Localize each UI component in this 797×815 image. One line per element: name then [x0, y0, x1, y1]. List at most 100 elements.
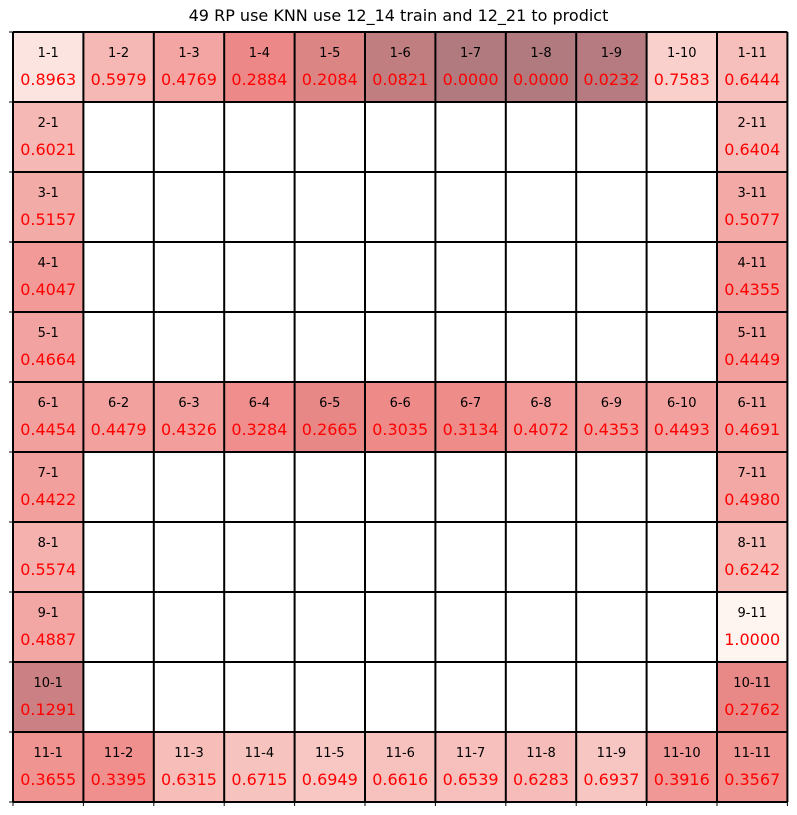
cell-label-1-10: 1-10: [667, 46, 697, 61]
cell-label-7-1: 7-1: [38, 466, 59, 481]
cell-value-6-11: 0.4691: [724, 420, 780, 439]
heatmap-cell-6-3: [153, 382, 225, 452]
heatmap-cell-7-11: [717, 452, 788, 522]
cell-label-1-8: 1-8: [530, 46, 551, 61]
cell-label-6-3: 6-3: [178, 396, 199, 411]
cell-value-7-11: 0.4980: [724, 490, 780, 509]
heatmap-cell-10-1: [13, 662, 84, 732]
cell-value-1-11: 0.6444: [724, 70, 780, 89]
cell-label-11-3: 11-3: [174, 746, 204, 761]
heatmap-cell-6-1: [13, 382, 84, 452]
cell-value-1-1: 0.8963: [20, 70, 76, 89]
chart-title: 49 RP use KNN use 12_14 train and 12_21 …: [188, 6, 609, 25]
cell-label-1-11: 1-11: [737, 46, 767, 61]
heatmap-cell-11-9: [576, 732, 647, 802]
cell-label-6-10: 6-10: [667, 396, 697, 411]
heatmap-cell-2-1: [13, 102, 84, 172]
cell-label-1-6: 1-6: [390, 46, 411, 61]
cell-label-1-4: 1-4: [249, 46, 270, 61]
cell-label-3-1: 3-1: [38, 186, 59, 201]
heatmap-cell-1-2: [83, 32, 154, 102]
cell-value-5-1: 0.4664: [20, 350, 76, 369]
cell-label-11-9: 11-9: [597, 746, 627, 761]
cell-value-9-1: 0.4887: [20, 630, 76, 649]
cell-label-11-4: 11-4: [245, 746, 275, 761]
cell-label-1-5: 1-5: [319, 46, 340, 61]
cell-label-11-10: 11-10: [663, 746, 701, 761]
heatmap-cell-6-10: [646, 382, 717, 452]
cell-label-1-1: 1-1: [38, 46, 59, 61]
heatmap-cell-6-11: [717, 382, 788, 452]
cell-label-1-9: 1-9: [601, 46, 622, 61]
heatmap-cell-8-11: [717, 522, 788, 592]
heatmap-cell-4-1: [13, 242, 84, 312]
cell-value-2-11: 0.6404: [724, 140, 780, 159]
cell-value-11-5: 0.6949: [302, 770, 358, 789]
cell-value-9-11: 1.0000: [724, 630, 780, 649]
heatmap-cell-4-11: [717, 242, 788, 312]
cell-value-11-2: 0.3395: [91, 770, 147, 789]
heatmap-cell-6-7: [435, 382, 506, 452]
heatmap-cell-11-3: [153, 732, 225, 802]
cell-value-1-6: 0.0821: [372, 70, 428, 89]
heatmap-cell-1-11: [717, 32, 788, 102]
heatmap-cell-1-10: [646, 32, 717, 102]
cell-value-6-5: 0.2665: [302, 420, 358, 439]
heatmap-cell-1-3: [153, 32, 225, 102]
heatmap-cell-11-8: [505, 732, 577, 802]
cell-value-11-10: 0.3916: [654, 770, 710, 789]
heatmap-grid: [12, 31, 789, 803]
cell-label-6-9: 6-9: [601, 396, 622, 411]
cell-value-11-4: 0.6715: [231, 770, 287, 789]
heatmap-cell-6-9: [576, 382, 647, 452]
heatmap-cell-1-7: [435, 32, 506, 102]
cell-label-9-1: 9-1: [38, 606, 59, 621]
heatmap-cell-5-11: [717, 312, 788, 382]
heatmap-cell-6-8: [505, 382, 577, 452]
cell-value-11-11: 0.3567: [724, 770, 780, 789]
heatmap-cell-7-1: [13, 452, 84, 522]
cell-label-4-1: 4-1: [38, 256, 59, 271]
cell-value-11-6: 0.6616: [372, 770, 428, 789]
heatmap-cell-5-1: [13, 312, 84, 382]
heatmap-cell-6-2: [83, 382, 154, 452]
cell-label-6-4: 6-4: [249, 396, 270, 411]
cell-value-6-2: 0.4479: [91, 420, 147, 439]
cell-value-3-11: 0.5077: [724, 210, 780, 229]
heatmap-cell-11-7: [435, 732, 506, 802]
heatmap-labels: 1-1 0.8963 1-2 0.5979 1-3 0.4769 1-4 0.2884 1-5 0…: [20, 46, 780, 789]
cell-label-6-2: 6-2: [108, 396, 129, 411]
cell-label-11-6: 11-6: [385, 746, 415, 761]
cell-label-7-11: 7-11: [737, 466, 767, 481]
heatmap-cell-8-1: [13, 522, 84, 592]
heatmap-cell-6-5: [294, 382, 365, 452]
cell-label-10-11: 10-11: [733, 676, 771, 691]
cell-value-6-9: 0.4353: [583, 420, 639, 439]
cell-value-6-6: 0.3035: [372, 420, 428, 439]
cell-value-11-7: 0.6539: [443, 770, 499, 789]
heatmap-cell-11-10: [646, 732, 717, 802]
cell-label-6-11: 6-11: [737, 396, 767, 411]
cell-value-8-1: 0.5574: [20, 560, 76, 579]
heatmap-cell-1-8: [505, 32, 577, 102]
cell-label-1-3: 1-3: [178, 46, 199, 61]
cell-value-2-1: 0.6021: [20, 140, 76, 159]
heatmap-cell-1-6: [365, 32, 436, 102]
cell-label-6-6: 6-6: [390, 396, 411, 411]
cell-value-3-1: 0.5157: [20, 210, 76, 229]
heatmap-cell-11-1: [13, 732, 84, 802]
heatmap-cell-6-4: [224, 382, 295, 452]
cell-value-1-9: 0.0232: [583, 70, 639, 89]
cell-label-10-1: 10-1: [33, 676, 63, 691]
cell-label-11-7: 11-7: [456, 746, 486, 761]
cell-label-11-5: 11-5: [315, 746, 345, 761]
cell-value-1-7: 0.0000: [443, 70, 499, 89]
axis-ticks: [9, 31, 788, 806]
cell-label-2-1: 2-1: [38, 116, 59, 131]
heatmap-cell-2-11: [717, 102, 788, 172]
cell-label-1-2: 1-2: [108, 46, 129, 61]
cell-value-6-8: 0.4072: [513, 420, 569, 439]
heatmap-cell-6-6: [365, 382, 436, 452]
cell-label-11-2: 11-2: [104, 746, 134, 761]
cell-value-11-8: 0.6283: [513, 770, 569, 789]
